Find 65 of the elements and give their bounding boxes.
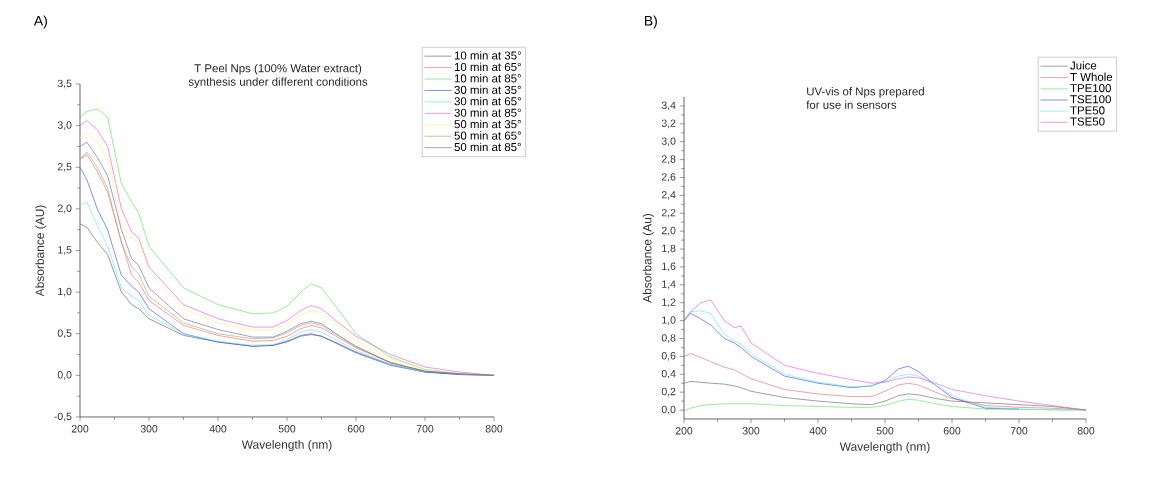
chart-title: A) [33,15,47,29]
x-tick-label: 700 [1010,427,1028,435]
y-tick-label: 0,5 [57,329,72,339]
legend-label: 50 min at 85° [454,142,521,152]
y-tick-label: 0,0 [57,371,72,380]
y-tick-label: 0,0 [661,405,676,415]
y-tick-label: 2,4 [661,191,676,200]
y-tick-label: 0,8 [661,334,676,343]
x-axis-title: Wavelength (nm) [839,442,930,454]
y-tick-label: 3,0 [57,121,72,130]
legend-label: 50 min at 35° [454,119,521,129]
legend-label: TPE100 [1070,84,1111,93]
legend-label: T Whole [1070,72,1113,82]
y-tick-label: 1,4 [662,280,676,290]
x-tick-label: 400 [209,425,227,433]
legend-label: 10 min at 35° [454,51,521,60]
x-tick-label: 200 [675,427,693,435]
legend-label: 10 min at 85° [454,74,521,83]
x-tick-label: 600 [347,425,365,433]
chart-subtitle: UV-vis of Nps prepared for use in sensors [806,87,924,109]
y-tick-label: 1,0 [662,316,676,325]
legend-label: TPE50 [1070,106,1105,115]
y-tick-label: 0,6 [661,352,676,361]
legend-label: 50 min at 65° [454,131,521,140]
y-tick-label: 1,0 [58,287,72,297]
y-tick-label: 0,2 [661,387,676,397]
x-tick-label: 500 [278,425,296,433]
x-tick-label: 700 [416,425,434,433]
legend-label: 30 min at 65° [454,96,521,106]
y-tick-label: 2,0 [661,226,676,236]
legend-label: 10 min at 65° [454,62,521,72]
legend-label: TSE50 [1070,117,1105,126]
y-tick-label: 3,0 [661,137,676,147]
x-tick-label: 500 [876,427,894,435]
y-tick-label: 2,0 [57,204,72,214]
y-tick-label: 1,2 [662,298,676,308]
y-tick-label: 3,2 [661,119,676,129]
y-tick-label: 1,8 [662,244,676,254]
y-axis-title: Absorbance (Au) [642,213,654,303]
x-axis-title: Wavelength (nm) [241,440,332,452]
y-tick-label: 1,5 [58,246,72,255]
y-tick-label: 3,4 [661,101,676,111]
x-tick-label: 800 [485,425,503,433]
legend-label: TSE100 [1070,95,1111,104]
line-series [79,201,426,373]
legend-label: 30 min at 35° [454,85,521,94]
y-tick-label: 0,4 [661,369,676,379]
y-tick-label: -0,5 [54,412,72,422]
y-tick-label: 3,5 [57,79,72,89]
chart-subtitle: T Peel Nps (100% Water extract) synthesis under different conditions [188,63,368,89]
x-tick-label: 800 [1077,427,1095,435]
legend-label: 30 min at 85° [454,108,521,117]
y-tick-label: 2,5 [57,162,72,172]
legend-label: Juice [1070,61,1097,70]
x-tick-label: 300 [742,427,760,435]
y-tick-label: 1,6 [662,262,676,272]
chart-title: B) [644,15,657,29]
x-tick-label: 300 [140,425,158,433]
x-tick-label: 600 [943,427,961,435]
x-tick-label: 200 [71,425,89,433]
x-tick-label: 400 [809,427,827,435]
y-tick-label: 2,6 [661,173,676,182]
y-tick-label: 2,8 [661,155,676,164]
y-axis-title: Absorbance (AU) [35,205,47,297]
y-tick-label: 2,2 [661,208,676,218]
